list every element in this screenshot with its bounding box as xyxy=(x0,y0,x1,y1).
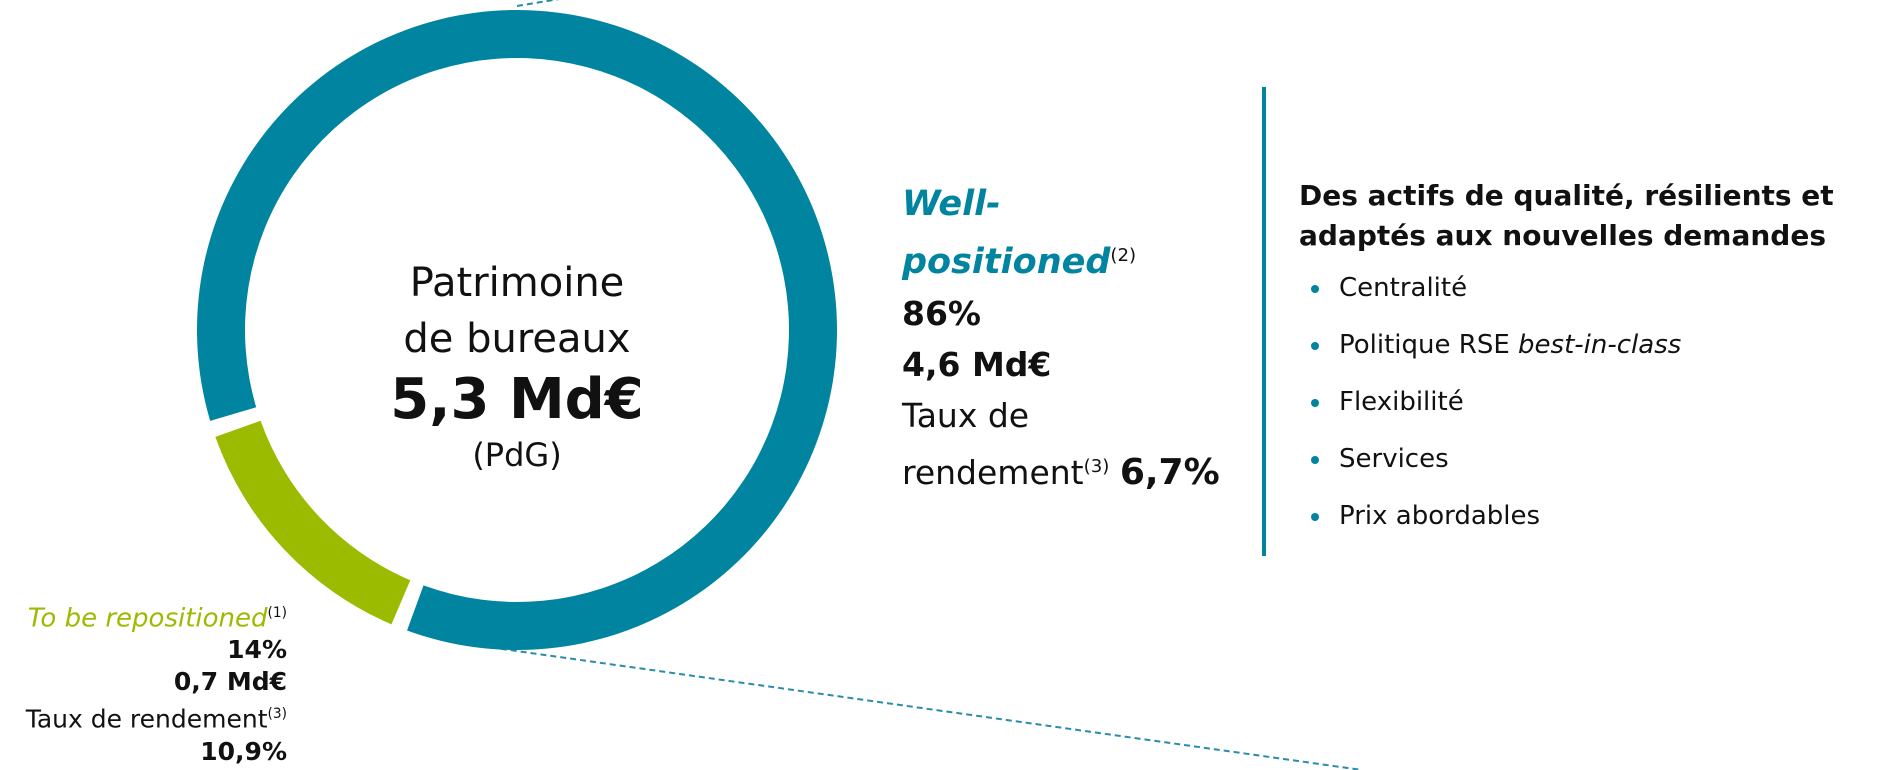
center-label: Patrimoine de bureaux 5,3 Md€ (PdG) xyxy=(317,255,717,477)
connector xyxy=(516,0,560,7)
amount-line: 0,7 Md€ xyxy=(0,666,287,698)
panel-title: Des actifs de qualité, résilients et xyxy=(1299,179,1834,212)
yield: 6,7% xyxy=(1119,452,1220,493)
bullet-item: Centralité xyxy=(1299,260,1886,317)
value-line: 86% xyxy=(902,288,1232,339)
bullet-item: Services xyxy=(1299,431,1886,488)
yield: 10,9% xyxy=(200,736,287,766)
amount: 4,6 Md€ xyxy=(902,345,1052,384)
divider xyxy=(1262,87,1266,556)
center-value: 5,3 Md€ xyxy=(390,367,644,432)
yield-value-line: 10,9% xyxy=(0,736,287,768)
segment-name-line: To be repositioned(1) xyxy=(0,597,287,634)
bullet-emphasis: best-in-class xyxy=(1518,330,1682,360)
segment-label: To be repositioned(1) 14% 0,7 Md€ Taux de r… xyxy=(0,597,287,768)
bullet-text: Centralité xyxy=(1339,273,1468,303)
segment-name: To be repositioned xyxy=(27,603,268,634)
center-note: (PdG) xyxy=(472,436,562,474)
donut-segment xyxy=(215,420,411,625)
bullet-text: Services xyxy=(1339,444,1449,474)
footnote: (2) xyxy=(1110,245,1137,266)
segment-label: Well-positioned(2) 86% 4,6 Md€ Taux de rend… xyxy=(902,178,1232,498)
bullet-text: Flexibilité xyxy=(1339,387,1464,417)
amount: 0,7 Md€ xyxy=(173,667,287,697)
bullet-text: Prix abordables xyxy=(1339,501,1541,531)
value-label: 14% xyxy=(227,635,287,665)
bullet-list: Centralité Politique RSE best-in-class Fle… xyxy=(1299,260,1886,545)
footnote: (3) xyxy=(267,706,287,723)
value-label: 86% xyxy=(902,294,981,333)
bullet-item: Prix abordables xyxy=(1299,488,1886,545)
yield-label: Taux de rendement xyxy=(25,704,268,734)
bullet-item: Flexibilité xyxy=(1299,374,1886,431)
yield-label: Taux de rendement xyxy=(902,396,1084,492)
panel: Des actifs de qualité, résilients et adap… xyxy=(1299,176,1886,545)
footnote: (1) xyxy=(267,605,287,621)
bullet-item: Politique RSE best-in-class xyxy=(1299,317,1886,374)
segment-name: Well-positioned xyxy=(902,184,1111,282)
center-title: Patrimoine de bureaux xyxy=(403,260,631,362)
yield-line: Taux de rendement(3) xyxy=(0,698,287,735)
bullet-text: Politique RSE xyxy=(1339,330,1519,360)
connector xyxy=(480,645,1363,770)
segment-name-line: Well-positioned(2) xyxy=(902,178,1136,288)
panel-title: adaptés aux nouvelles demandes xyxy=(1299,219,1826,252)
value-line: 14% xyxy=(0,634,287,666)
yield-line: Taux de rendement(3) 6,7% xyxy=(902,390,1232,498)
amount-line: 4,6 Md€ xyxy=(902,339,1232,390)
footnote: (3) xyxy=(1083,456,1110,477)
